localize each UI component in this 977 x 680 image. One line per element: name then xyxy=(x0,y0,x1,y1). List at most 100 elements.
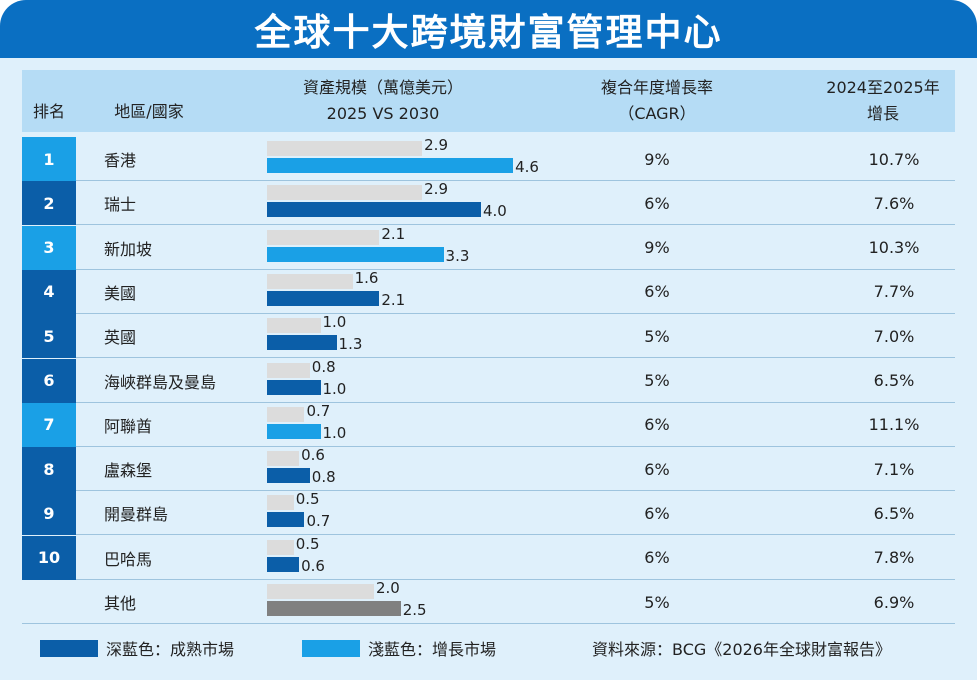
region-name: 盧森堡 xyxy=(104,461,153,481)
bar-2030 xyxy=(267,246,444,262)
bar-2025-label: 0.8 xyxy=(311,357,336,376)
bar-2025-label: 0.5 xyxy=(295,490,320,509)
rank-badge: 4 xyxy=(22,269,76,314)
bar-2025 xyxy=(267,495,294,511)
rank-badge: 10 xyxy=(22,535,76,580)
source-note: 資料來源：BCG《2026年全球財富報告》 xyxy=(592,628,891,668)
table-row: 7 阿聯酋 0.7 1.0 6% 11.1% xyxy=(22,401,955,447)
growth-value: 7.7% xyxy=(873,282,915,302)
cagr-value: 6% xyxy=(644,503,670,523)
bar-2025 xyxy=(267,141,423,156)
bar-2025 xyxy=(267,584,374,599)
bar-2030-label: 1.0 xyxy=(322,423,347,442)
region-name: 開曼群島 xyxy=(104,505,169,525)
page-title: 全球十大跨境財富管理中心 xyxy=(254,11,723,54)
growth-value: 7.0% xyxy=(873,326,915,346)
rank-badge: 9 xyxy=(22,491,76,536)
bar-2025-label: 2.9 xyxy=(424,136,448,154)
table-header: 排名 地區/國家 資產規模（萬億美元） 2025 VS 2030 複合年度增長率… xyxy=(22,70,955,132)
region-name: 香港 xyxy=(104,151,137,170)
bar-2030-label: 0.6 xyxy=(301,556,325,575)
table-row: 9 開曼群島 0.5 0.7 6% 6.5% xyxy=(22,490,955,536)
rank-badge: 6 xyxy=(22,358,76,403)
bar-2025-label: 2.9 xyxy=(424,180,448,199)
growth-value: 6.9% xyxy=(873,592,915,612)
bar-2025 xyxy=(267,318,321,334)
region-name: 美國 xyxy=(104,283,137,303)
cagr-value: 6% xyxy=(644,459,670,479)
region-name: 瑞士 xyxy=(104,195,137,215)
header-assets-line2: 2025 VS 2030 xyxy=(326,104,440,123)
bar-2030-label: 3.3 xyxy=(445,246,470,265)
region-name: 其他 xyxy=(104,594,137,613)
bar-2025 xyxy=(267,185,423,201)
growth-value: 6.5% xyxy=(873,503,915,523)
bar-2030 xyxy=(267,290,380,306)
bar-2025-label: 0.7 xyxy=(306,401,331,420)
header-cagr-line2: （CAGR） xyxy=(618,104,696,123)
bar-2030 xyxy=(267,379,321,395)
table-row: 6 海峽群島及曼島 0.8 1.0 5% 6.5% xyxy=(22,357,955,403)
legend-growth: 淺藍色：增長市場 xyxy=(302,628,496,668)
table-row: 1 香港 2.9 4.6 9% 10.7% xyxy=(22,137,955,181)
legend-mature: 深藍色：成熟市場 xyxy=(40,628,234,668)
source-label: 資料來源：BCG《2026年全球財富報告》 xyxy=(592,640,891,659)
bar-2030-label: 4.6 xyxy=(515,158,539,176)
table-row: 其他 2.0 2.5 5% 6.9% xyxy=(22,580,955,624)
title-banner: 全球十大跨境財富管理中心 xyxy=(0,0,977,58)
rank-badge: 3 xyxy=(22,225,76,270)
table-row: 5 英國 1.0 1.3 5% 7.0% xyxy=(22,313,955,359)
rank-badge: 1 xyxy=(22,137,76,181)
bar-2030 xyxy=(267,601,401,616)
legend-growth-swatch xyxy=(302,639,360,657)
table-row: 3 新加坡 2.1 3.3 9% 10.3% xyxy=(22,224,955,270)
bar-2030 xyxy=(267,335,337,351)
bar-2025-label: 0.6 xyxy=(301,446,325,465)
cagr-value: 5% xyxy=(644,592,670,612)
growth-value: 7.8% xyxy=(873,548,915,568)
table-row: 4 美國 1.6 2.1 6% 7.7% xyxy=(22,269,955,314)
growth-value: 11.1% xyxy=(868,415,920,435)
bar-2030 xyxy=(267,158,514,173)
bar-2025 xyxy=(267,362,310,378)
bar-2030-label: 4.0 xyxy=(483,202,507,221)
growth-value: 7.6% xyxy=(873,193,915,213)
cagr-value: 6% xyxy=(644,193,670,213)
region-name: 海峽群島及曼島 xyxy=(104,372,217,392)
header-growth-line1: 2024至2025年 xyxy=(826,78,940,97)
rank-badge: 8 xyxy=(22,447,76,492)
cagr-value: 6% xyxy=(644,282,670,302)
bar-2030 xyxy=(267,512,305,528)
bar-2025-label: 1.0 xyxy=(322,313,347,332)
growth-value: 10.7% xyxy=(868,149,920,169)
bar-2025 xyxy=(267,229,380,245)
region-name: 新加坡 xyxy=(104,239,153,259)
bar-2030-label: 0.7 xyxy=(306,512,331,531)
bar-2025 xyxy=(267,451,300,467)
bar-2025-label: 2.1 xyxy=(381,224,406,243)
bar-2030-label: 2.5 xyxy=(402,601,427,619)
bar-2030 xyxy=(267,423,321,439)
bar-2030-label: 0.8 xyxy=(311,468,336,487)
rank-badge: 5 xyxy=(22,314,76,359)
bar-2030 xyxy=(267,202,481,218)
cagr-value: 5% xyxy=(644,371,670,390)
bar-2030-label: 1.3 xyxy=(338,335,363,354)
cagr-value: 6% xyxy=(644,415,670,435)
legend-growth-label: 淺藍色：增長市場 xyxy=(368,640,497,659)
growth-value: 7.1% xyxy=(873,459,915,479)
region-name: 阿聯酋 xyxy=(104,416,153,436)
legend-mature-swatch xyxy=(40,639,98,657)
legend-mature-label: 深藍色：成熟市場 xyxy=(106,640,235,659)
header-growth-line2: 增長 xyxy=(866,104,899,123)
table-row: 8 盧森堡 0.6 0.8 6% 7.1% xyxy=(22,446,955,492)
bar-2030-label: 2.1 xyxy=(381,290,406,309)
region-name: 英國 xyxy=(104,328,137,348)
bar-2030 xyxy=(267,468,310,484)
bar-2025 xyxy=(267,273,353,289)
cagr-value: 9% xyxy=(644,149,670,169)
header-rank: 排名 xyxy=(32,102,65,121)
table-row: 10 巴哈馬 0.5 0.6 6% 7.8% xyxy=(22,535,955,580)
header-region: 地區/國家 xyxy=(114,102,184,121)
rank-badge: 2 xyxy=(22,181,76,226)
